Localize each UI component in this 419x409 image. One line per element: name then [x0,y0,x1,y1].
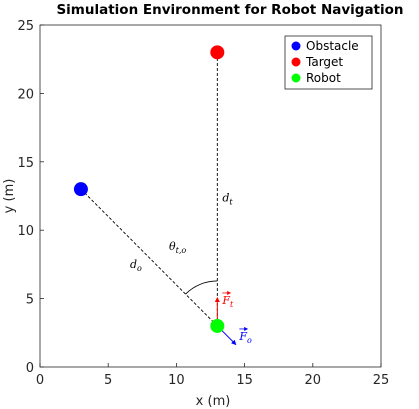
y-tick-label: 20 [17,87,34,102]
legend-label-obstacle: Obstacle [306,39,359,53]
obstacle-force-subscript: o [247,336,252,345]
legend-marker-target [291,57,301,67]
y-tick-label: 5 [26,293,34,308]
x-tick-label: 25 [373,373,390,388]
x-axis-ticks: 0 5 10 15 20 25 [36,363,389,388]
x-tick-label: 5 [104,373,112,388]
target-force-label: Ft [221,294,234,309]
x-tick-label: 15 [236,373,253,388]
robot-point [210,318,225,333]
legend: Obstacle Target Robot [284,35,373,90]
legend-marker-obstacle [291,41,301,51]
obstacle-force-label: Fo [238,330,252,345]
obstacle-distance-line [80,188,218,327]
angle-symbol: θ [169,240,176,253]
target-distance-label: dt [222,191,233,206]
legend-label-target: Target [305,55,343,69]
x-axis-label: x (m) [196,394,231,409]
y-axis-label: y (m) [2,179,17,214]
legend-marker-robot [291,73,301,83]
target-distance-subscript: t [229,197,233,206]
obstacle-force-symbol: F [238,330,247,343]
x-tick-label: 0 [36,373,44,388]
legend-label-robot: Robot [306,71,341,85]
obstacle-distance-label: do [130,258,142,273]
y-tick-label: 0 [26,361,34,376]
target-force-symbol: F [221,294,230,307]
y-tick-label: 15 [17,156,34,171]
y-tick-label: 25 [17,19,34,34]
target-force-subscript: t [230,300,234,309]
target-distance-symbol: d [222,191,229,204]
y-axis-ticks: 0 5 10 15 20 25 [17,19,44,376]
obstacle-distance-subscript: o [137,264,142,273]
x-tick-label: 10 [168,373,185,388]
chart-title: Simulation Environment for Robot Navigat… [56,2,403,18]
y-tick-label: 10 [17,224,34,239]
obstacle-point [73,182,88,197]
x-tick-label: 20 [305,373,322,388]
target-point [210,45,225,60]
angle-arc [185,280,218,295]
angle-subscript: t,o [176,246,187,255]
obstacle-distance-symbol: d [130,258,137,271]
angle-label: θt,o [169,240,186,255]
obstacle-force-vector [221,329,237,346]
